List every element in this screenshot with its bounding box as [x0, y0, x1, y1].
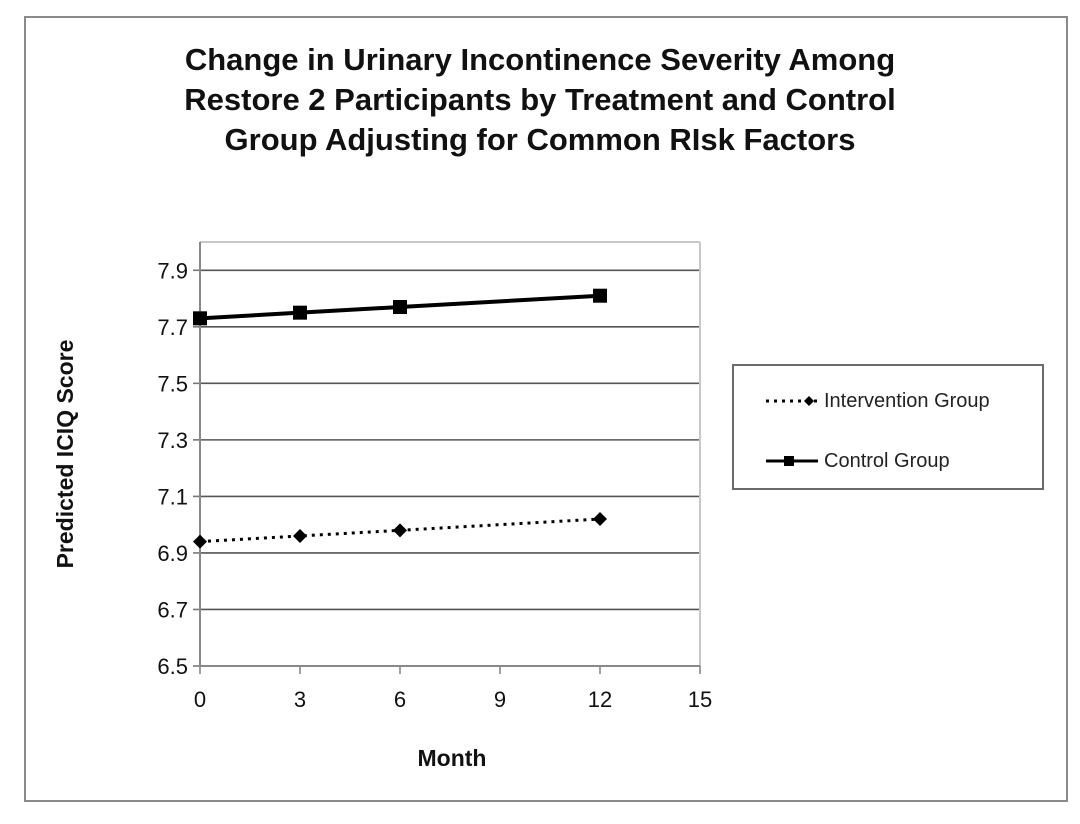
data-point-diamond	[293, 528, 307, 543]
legend-label-intervention: Intervention Group	[824, 389, 990, 412]
y-axis-title: Predicted ICIQ Score	[52, 340, 78, 569]
y-tick-label: 7.5	[157, 371, 188, 396]
data-point-diamond	[393, 523, 407, 538]
data-point-square	[393, 300, 407, 315]
x-tick-label: 15	[688, 687, 712, 712]
series-control	[193, 288, 607, 326]
chart-title: Change in Urinary Incontinence Severity …	[184, 42, 896, 157]
legend-swatch-dotted-diamond	[766, 396, 818, 406]
series-line	[199, 517, 601, 544]
y-tick-label: 6.9	[157, 541, 188, 566]
y-tick-label: 7.3	[157, 428, 188, 453]
series-line	[199, 293, 601, 321]
x-tick-label: 3	[294, 687, 306, 712]
data-point-diamond	[593, 512, 607, 527]
y-tick-label: 6.7	[157, 597, 188, 622]
data-point-square	[593, 288, 607, 303]
x-tick-labels: 0 3 6 9 12 15	[194, 687, 712, 712]
x-tick-label: 0	[194, 687, 206, 712]
x-tick-label: 12	[588, 687, 612, 712]
y-tick-label: 7.9	[157, 258, 188, 283]
legend-item-control: Control Group	[764, 446, 950, 476]
legend-swatch-solid-square	[766, 456, 818, 466]
legend: Intervention Group Control Group	[732, 364, 1044, 490]
series-intervention	[193, 512, 607, 549]
data-point-square	[193, 311, 207, 326]
y-tick-label: 7.7	[157, 315, 188, 340]
y-tick-label: 7.1	[157, 484, 188, 509]
data-point-square	[293, 305, 307, 320]
x-tick-label: 9	[494, 687, 506, 712]
x-axis-title: Month	[418, 745, 487, 771]
x-tick-label: 6	[394, 687, 406, 712]
data-point-diamond	[193, 534, 207, 549]
legend-label-control: Control Group	[824, 449, 950, 472]
gridlines	[200, 269, 700, 611]
series	[193, 288, 607, 549]
legend-item-intervention: Intervention Group	[764, 386, 990, 416]
y-tick-labels: 6.5 6.7 6.9 7.1 7.3 7.5 7.7 7.9	[157, 258, 188, 679]
y-tick-label: 6.5	[157, 654, 188, 679]
